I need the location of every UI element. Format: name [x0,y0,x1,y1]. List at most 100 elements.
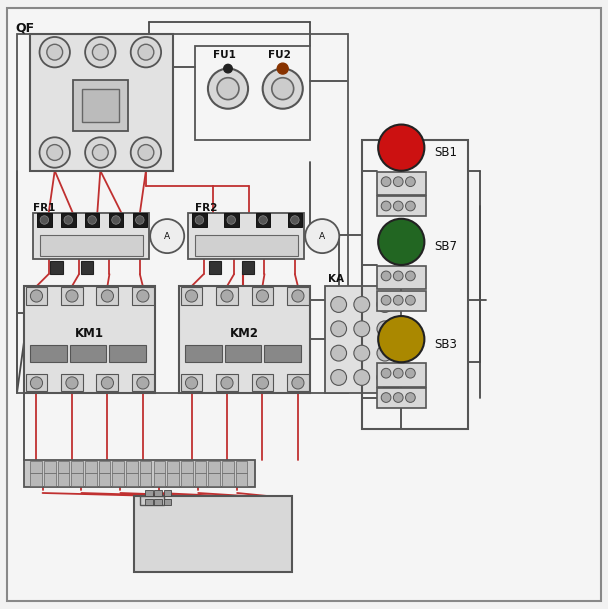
Circle shape [354,321,370,337]
Bar [112,461,124,473]
Circle shape [305,219,339,253]
Bar [140,461,151,473]
Bar [70,345,106,362]
Text: KA: KA [328,274,344,284]
Circle shape [406,295,415,305]
Bar [72,461,83,473]
Bar [164,490,171,496]
Circle shape [30,377,43,389]
Bar [153,461,165,473]
Bar [140,496,164,505]
Bar [30,473,42,486]
Text: FR1: FR1 [33,203,56,213]
Bar [37,213,52,227]
Bar [377,172,426,195]
Circle shape [40,216,49,224]
Circle shape [137,377,149,389]
Bar [154,499,162,505]
Circle shape [138,144,154,160]
Circle shape [66,377,78,389]
Circle shape [331,345,347,361]
Bar [98,473,111,486]
Bar [126,461,138,473]
Text: SB1: SB1 [435,146,458,159]
Circle shape [354,370,370,385]
Bar [225,345,261,362]
Circle shape [217,78,239,100]
Bar [61,375,83,392]
Bar [377,388,426,408]
Circle shape [112,216,120,224]
Bar [81,261,93,274]
Bar [222,461,233,473]
Circle shape [406,177,415,186]
Bar [112,473,124,486]
Bar [73,80,128,131]
Circle shape [85,37,116,68]
Circle shape [131,137,161,167]
Bar [44,473,56,486]
Bar [26,287,47,304]
Circle shape [393,295,403,305]
Bar [58,461,69,473]
Circle shape [47,44,63,60]
Bar [61,213,75,227]
Bar [85,461,97,473]
Circle shape [393,201,403,211]
Bar [377,290,426,311]
Bar [208,473,220,486]
Bar [208,461,220,473]
Circle shape [259,216,268,224]
Bar [192,213,207,227]
Bar [24,286,155,393]
Bar [85,473,97,486]
Bar [145,490,153,496]
Bar [287,375,309,392]
Circle shape [277,63,288,74]
Bar [50,261,63,274]
Circle shape [263,69,303,109]
Circle shape [66,290,78,302]
Bar [383,375,398,390]
Bar [24,460,255,487]
Bar [33,213,149,259]
Bar [256,213,271,227]
Circle shape [150,219,184,253]
Text: QF: QF [15,21,34,34]
Bar [30,345,67,362]
Bar [164,499,171,505]
Circle shape [224,65,232,73]
Bar [377,266,426,289]
Circle shape [136,216,144,224]
Circle shape [221,290,233,302]
Bar [82,89,119,122]
Circle shape [291,216,299,224]
Bar [140,473,151,486]
Circle shape [381,368,391,378]
Bar [132,375,154,392]
Circle shape [131,37,161,68]
Bar [132,287,154,304]
Circle shape [102,377,114,389]
Bar [133,213,147,227]
Bar [97,375,119,392]
Circle shape [138,44,154,60]
Circle shape [377,321,393,337]
Bar [145,499,153,505]
Bar [181,287,202,304]
Circle shape [377,370,393,385]
Circle shape [406,201,415,211]
Bar [264,345,301,362]
Circle shape [195,216,204,224]
Bar [377,196,426,216]
Text: FR2: FR2 [195,203,217,213]
Circle shape [292,377,304,389]
Bar [40,235,143,256]
Bar [242,261,254,274]
Bar [181,461,193,473]
Bar [85,213,99,227]
Circle shape [40,137,70,167]
Circle shape [393,393,403,403]
Bar [224,213,238,227]
Bar [216,375,238,392]
